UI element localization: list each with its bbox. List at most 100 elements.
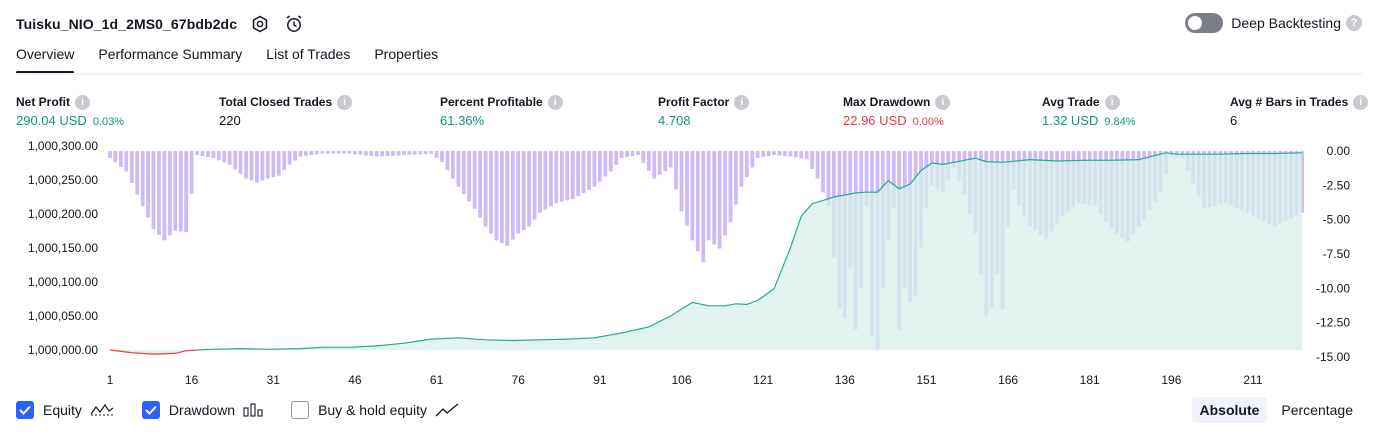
drawdown-bar (652, 151, 657, 179)
drawdown-bar (674, 151, 678, 190)
drawdown-bar (195, 151, 199, 156)
legend-buy-hold[interactable]: Buy & hold equity (291, 401, 459, 419)
drawdown-bar (249, 151, 254, 181)
percentage-button[interactable]: Percentage (1281, 402, 1353, 418)
drawdown-bar (695, 151, 700, 252)
drawdown-bar (636, 151, 640, 156)
drawdown-bar (723, 151, 727, 236)
metric-total-closed-trades: Total Closed Trades i 220 (219, 94, 353, 129)
drawdown-bar (625, 151, 629, 157)
drawdown-bar (244, 151, 248, 179)
drawdown-bar (799, 151, 804, 159)
drawdown-bar (260, 151, 265, 181)
left-axis: 1,000,300.00 1,000,250.00 1,000,200.00 1,00… (28, 139, 98, 357)
metric-value: 220 (219, 113, 241, 128)
drawdown-bar (456, 151, 461, 187)
metric-value: 22.96 USD (843, 113, 907, 128)
drawdown-bar (864, 151, 869, 206)
drawdown-bar (614, 151, 619, 165)
drawdown-bar (461, 151, 466, 194)
tab-list-of-trades[interactable]: List of Trades (266, 46, 351, 62)
drawdown-bar (532, 151, 537, 220)
info-icon[interactable]: i (337, 94, 353, 110)
drawdown-bar (380, 151, 384, 157)
deep-backtesting-toggle[interactable] (1185, 13, 1224, 33)
left-axis-tick-label: 1,000,050.00 (28, 309, 98, 323)
drawdown-bar (543, 151, 548, 210)
buy-hold-checkbox[interactable] (291, 401, 310, 419)
drawdown-bar (146, 151, 150, 218)
metric-avg-trade: Avg Trade i 1.32 USD 9.84% (1042, 94, 1136, 129)
drawdown-bar (510, 151, 515, 240)
tab-bar: Overview Performance Summary List of Tra… (16, 46, 462, 74)
drawdown-bar (527, 151, 531, 227)
drawdown-bar (363, 151, 368, 156)
drawdown-bar (287, 151, 292, 165)
drawdown-bar (233, 151, 238, 170)
drawdown-bar (663, 151, 668, 172)
drawdown-bar (434, 151, 439, 158)
metric-value: 6 (1230, 113, 1238, 128)
metric-value: 290.04 USD (16, 113, 87, 128)
drawdown-bar (772, 151, 776, 156)
metric-percent: 9.84% (1104, 116, 1136, 128)
x-axis: 1 16 31 46 61 76 91 106 121 136 151 166 181 196 211 (107, 373, 1263, 387)
tabs-divider (16, 73, 1362, 75)
buy-hold-line-icon (435, 403, 459, 417)
info-icon[interactable]: i (1104, 94, 1120, 110)
info-icon[interactable]: i (75, 94, 90, 110)
drawdown-bar (826, 151, 831, 206)
metric-value: 4.708 (658, 113, 691, 128)
drawdown-bar (396, 151, 401, 156)
drawdown-bar (549, 151, 553, 207)
drawdown-bar (744, 151, 749, 178)
info-icon[interactable]: i (1353, 94, 1369, 110)
metric-label: Profit Factor (658, 95, 730, 109)
metric-label: Max Drawdown (843, 95, 931, 109)
metric-net-profit: Net Profit i 290.04 USD 0.03% (16, 94, 124, 129)
drawdown-bar (815, 151, 820, 179)
equity-line (197, 152, 1303, 351)
left-axis-tick-label: 1,000,000.00 (28, 343, 98, 357)
display-mode-switch: Absolute Percentage (1186, 397, 1362, 423)
drawdown-bar (712, 151, 717, 245)
drawdown-bar (559, 151, 564, 202)
strategy-title: Tuisku_NIO_1d_2MS0_67bdb2dc (16, 16, 238, 32)
info-icon[interactable]: i (734, 94, 750, 110)
drawdown-bar (668, 151, 673, 168)
legend-equity-label: Equity (43, 402, 82, 418)
drawdown-bar (766, 151, 771, 156)
drawdown-bar (391, 151, 395, 156)
settings-gear-icon[interactable] (249, 13, 271, 35)
drawdown-bar (472, 151, 477, 209)
info-icon[interactable]: i (935, 94, 951, 110)
drawdown-bar (478, 151, 482, 218)
drawdown-bar (129, 151, 134, 183)
tab-properties[interactable]: Properties (374, 46, 439, 62)
legend-equity[interactable]: Equity (16, 401, 114, 419)
absolute-button[interactable]: Absolute (1191, 397, 1268, 423)
help-icon[interactable]: ? (1346, 15, 1362, 31)
x-axis-tick-label: 61 (430, 373, 444, 387)
drawdown-bar (217, 151, 221, 161)
drawdown-bar (592, 151, 597, 187)
drawdown-bar (151, 151, 156, 230)
drawdown-bar (951, 151, 956, 168)
tab-overview[interactable]: Overview (16, 46, 75, 74)
drawdown-bar (728, 151, 733, 223)
drawdown-checkbox[interactable] (141, 401, 160, 419)
equity-drawdown-chart[interactable]: 1,000,300.00 1,000,250.00 1,000,200.00 1,00… (0, 136, 1379, 388)
drawdown-bar (679, 151, 684, 212)
left-axis-tick-label: 1,000,200.00 (28, 207, 98, 221)
alarm-clock-icon[interactable] (283, 13, 305, 35)
drawdown-bar (206, 151, 210, 157)
legend-drawdown[interactable]: Drawdown (141, 401, 263, 419)
equity-checkbox[interactable] (16, 401, 34, 419)
tab-performance-summary[interactable]: Performance Summary (98, 46, 243, 62)
x-axis-tick-label: 121 (753, 373, 773, 387)
drawdown-bar (483, 151, 488, 227)
drawdown-bar (124, 151, 129, 172)
drawdown-bar (325, 151, 330, 154)
drawdown-bar (516, 151, 521, 234)
info-icon[interactable]: i (547, 94, 563, 110)
